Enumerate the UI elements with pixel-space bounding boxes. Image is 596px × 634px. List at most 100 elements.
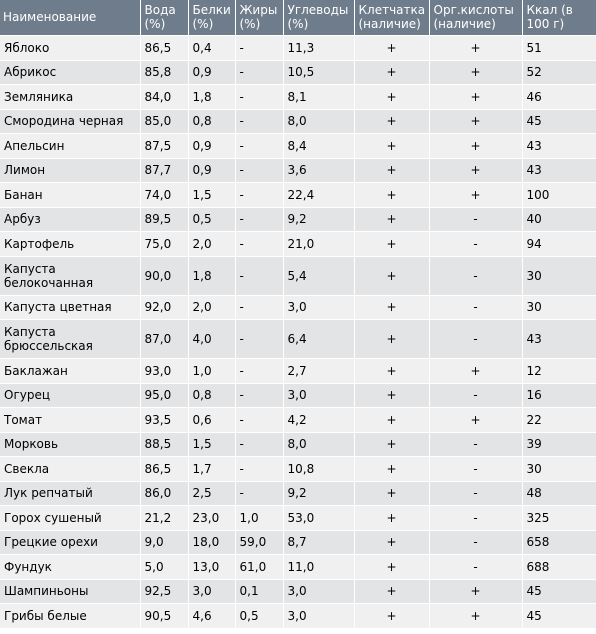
header-water: Вода (%) <box>140 0 189 36</box>
header-name: Наименование <box>0 0 141 36</box>
cell-name: Томат <box>0 407 141 432</box>
cell-name: Абрикос <box>0 59 141 85</box>
cell-acids: + <box>429 578 523 604</box>
cell-carbs: 5,4 <box>283 255 355 295</box>
cell-water: 87,5 <box>140 133 189 158</box>
cell-kcal: 43 <box>522 157 596 183</box>
cell-carbs: 4,2 <box>283 407 355 432</box>
cell-acids: - <box>429 231 523 256</box>
cell-protein: 1,0 <box>188 358 236 383</box>
cell-kcal: 40 <box>522 206 596 232</box>
cell-water: 86,0 <box>140 480 189 506</box>
cell-protein: 1,8 <box>188 255 236 295</box>
cell-carbs: 3,0 <box>283 294 355 320</box>
cell-carbs: 11,3 <box>283 35 355 60</box>
cell-protein: 0,5 <box>188 206 236 232</box>
cell-fiber: + <box>354 255 430 295</box>
cell-acids: - <box>429 206 523 232</box>
cell-acids: + <box>429 108 523 134</box>
cell-fiber: + <box>354 294 430 320</box>
cell-kcal: 12 <box>522 358 596 383</box>
table-row: Шампиньоны 92,5 3,0 0,1 3,0 + +45 <box>0 578 596 604</box>
header-fat: Жиры (%) <box>235 0 284 36</box>
cell-carbs: 6,4 <box>283 319 355 359</box>
cell-water: 89,5 <box>140 206 189 232</box>
cell-fat: 1,0 <box>235 505 284 530</box>
cell-kcal: 43 <box>522 319 596 359</box>
table-row: Абрикос 85,8 0,9-10,5 + +52 <box>0 59 596 85</box>
cell-kcal: 688 <box>522 554 596 579</box>
cell-water: 90,0 <box>140 255 189 295</box>
header-kcal: Ккал (в 100 г) <box>522 0 596 36</box>
cell-fat: - <box>235 255 284 295</box>
cell-water: 84,0 <box>140 84 189 109</box>
cell-carbs: 8,0 <box>283 431 355 457</box>
cell-kcal: 45 <box>522 108 596 134</box>
cell-kcal: 30 <box>522 255 596 295</box>
cell-fiber: + <box>354 431 430 457</box>
cell-fiber: + <box>354 206 430 232</box>
cell-name: Лук репчатый <box>0 480 141 506</box>
cell-name: Земляника <box>0 84 141 109</box>
cell-water: 87,7 <box>140 157 189 183</box>
cell-water: 85,8 <box>140 59 189 85</box>
cell-name: Арбуз <box>0 206 141 232</box>
cell-fat: - <box>235 319 284 359</box>
cell-protein: 0,8 <box>188 108 236 134</box>
cell-name: Огурец <box>0 382 141 408</box>
table-row: Горох сушеный 21,2 23,0 1,0 53,0 + -325 <box>0 505 596 530</box>
cell-name: Свекла <box>0 456 141 481</box>
cell-kcal: 51 <box>522 35 596 60</box>
table-row: Земляника 84,0 1,8-8,1 + +46 <box>0 84 596 109</box>
cell-name: Капуста белокочанная <box>0 255 141 295</box>
cell-kcal: 43 <box>522 133 596 158</box>
cell-acids: + <box>429 358 523 383</box>
cell-carbs: 3,0 <box>283 603 355 628</box>
cell-protein: 0,9 <box>188 157 236 183</box>
cell-water: 93,5 <box>140 407 189 432</box>
table-row: Картофель 75,0 2,0-21,0 + -94 <box>0 231 596 256</box>
cell-fat: - <box>235 133 284 158</box>
cell-protein: 0,4 <box>188 35 236 60</box>
cell-water: 86,5 <box>140 456 189 481</box>
cell-fat: - <box>235 407 284 432</box>
cell-carbs: 9,2 <box>283 480 355 506</box>
cell-carbs: 3,0 <box>283 578 355 604</box>
cell-acids: + <box>429 407 523 432</box>
table-row: Баклажан 93,0 1,0-2,7 + +12 <box>0 358 596 383</box>
cell-acids: - <box>429 456 523 481</box>
cell-fiber: + <box>354 182 430 207</box>
cell-fiber: + <box>354 456 430 481</box>
table-row: Яблоко 86,5 0,4-11,3 + +51 <box>0 35 596 60</box>
cell-kcal: 30 <box>522 456 596 481</box>
table-row: Лук репчатый 86,0 2,5-9,2 + -48 <box>0 480 596 506</box>
cell-acids: + <box>429 133 523 158</box>
cell-protein: 0,6 <box>188 407 236 432</box>
cell-protein: 2,5 <box>188 480 236 506</box>
cell-protein: 1,5 <box>188 182 236 207</box>
cell-water: 87,0 <box>140 319 189 359</box>
cell-fat: 59,0 <box>235 529 284 555</box>
cell-carbs: 9,2 <box>283 206 355 232</box>
table-header: Наименование Вода (%) Белки (%) Жиры (%)… <box>0 0 596 36</box>
cell-fat: - <box>235 294 284 320</box>
cell-fat: - <box>235 182 284 207</box>
cell-water: 74,0 <box>140 182 189 207</box>
cell-fiber: + <box>354 133 430 158</box>
cell-carbs: 21,0 <box>283 231 355 256</box>
cell-fiber: + <box>354 157 430 183</box>
table-body: Яблоко 86,5 0,4-11,3 + +51 Абрикос 85,8 0,9-10,… <box>0 35 596 628</box>
table-row: Капуста брюссельская 87,0 4,0-6,4 + -43 <box>0 319 596 359</box>
cell-water: 86,5 <box>140 35 189 60</box>
cell-kcal: 100 <box>522 182 596 207</box>
cell-carbs: 3,6 <box>283 157 355 183</box>
cell-kcal: 16 <box>522 382 596 408</box>
cell-fiber: + <box>354 382 430 408</box>
cell-water: 75,0 <box>140 231 189 256</box>
cell-name: Банан <box>0 182 141 207</box>
cell-fiber: + <box>354 319 430 359</box>
cell-protein: 2,0 <box>188 294 236 320</box>
cell-name: Смородина черная <box>0 108 141 134</box>
cell-fiber: + <box>354 529 430 555</box>
cell-fiber: + <box>354 603 430 628</box>
